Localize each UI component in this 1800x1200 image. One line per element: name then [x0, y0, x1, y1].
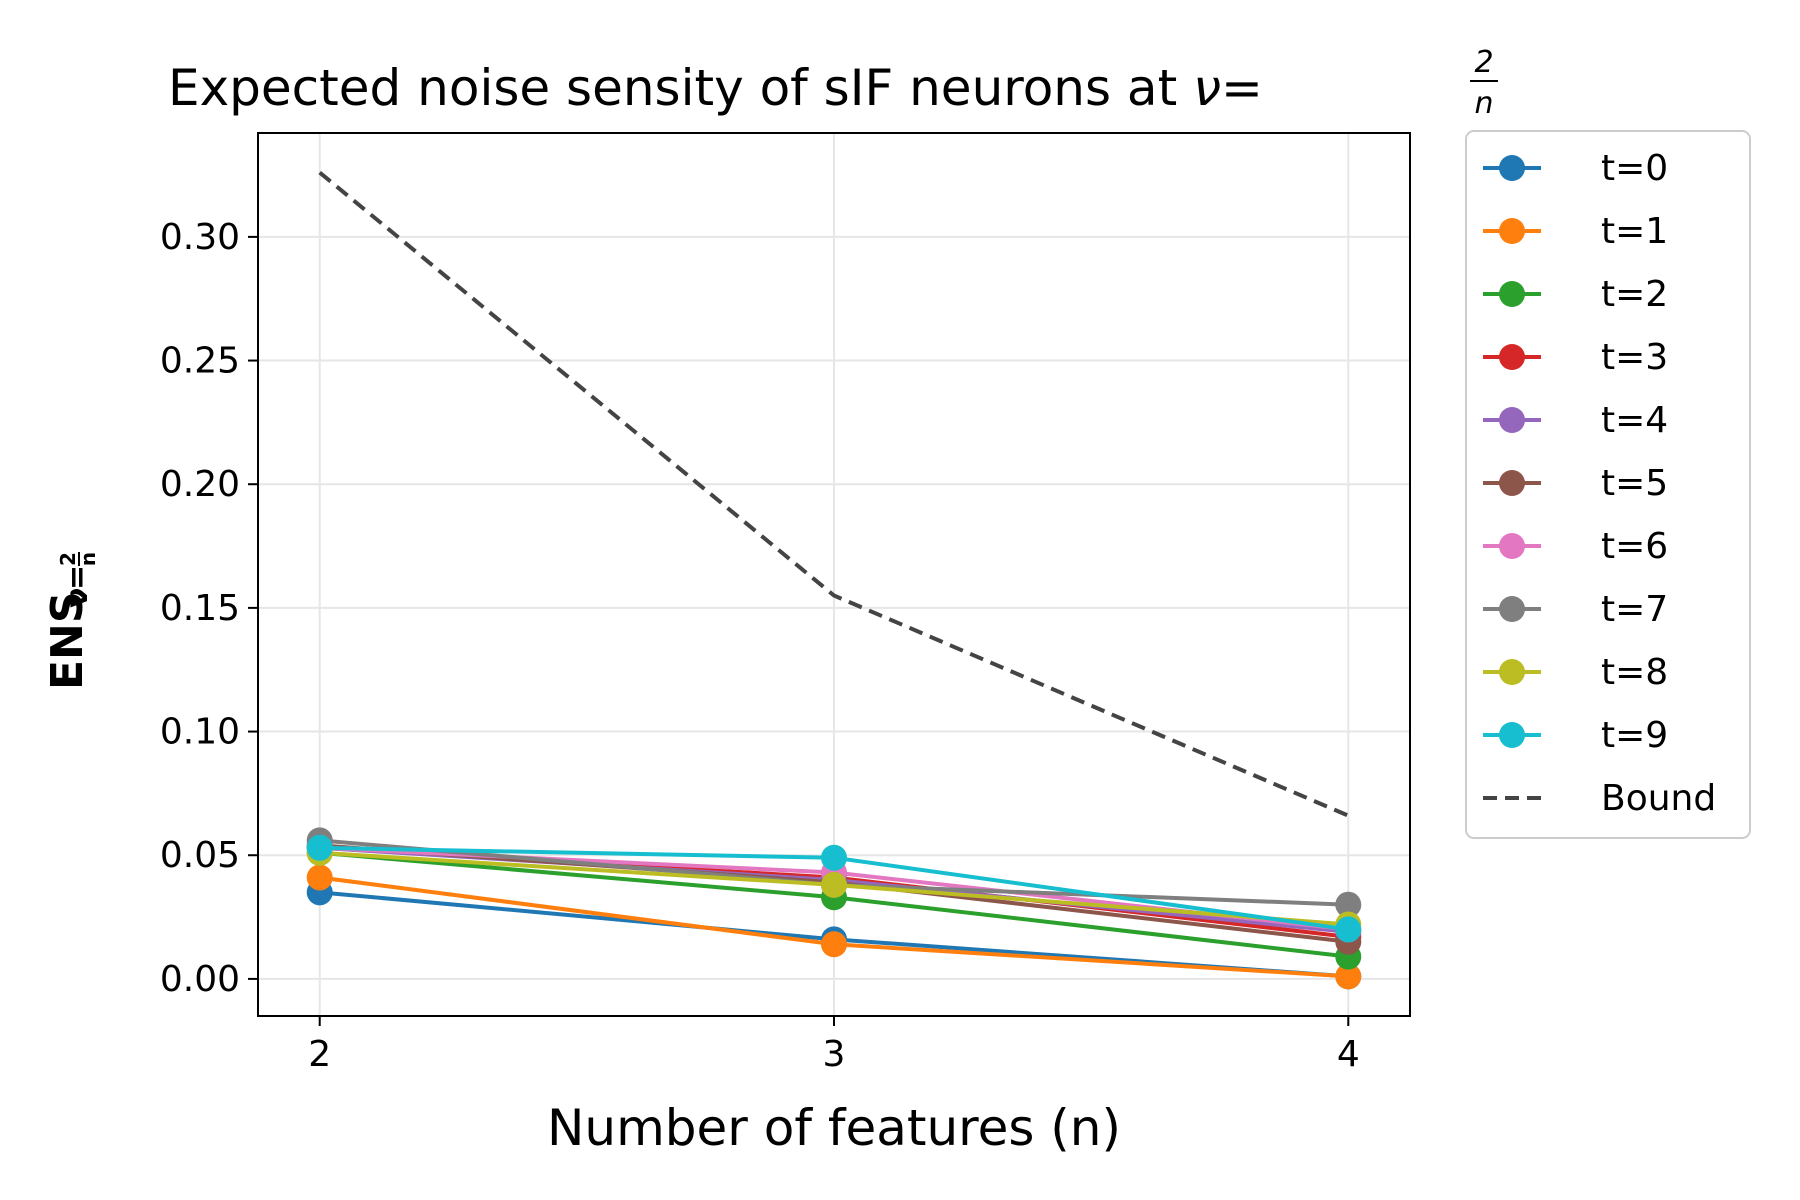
title-equals: =: [1221, 59, 1263, 117]
y-tick-label: 0.10: [160, 712, 240, 753]
data-point: [306, 864, 333, 891]
legend-label: t=9: [1601, 715, 1668, 756]
y-tick-label: 0.25: [160, 341, 240, 382]
x-axis-label: Number of features (n): [547, 1099, 1121, 1157]
series-t-9: [306, 834, 1362, 943]
data-point: [1335, 891, 1362, 918]
title-nu-symbol: ν: [1193, 59, 1221, 117]
legend-item-bound: Bound: [1483, 778, 1716, 819]
data-point: [821, 931, 847, 958]
title-fraction-denominator: n: [1474, 86, 1493, 121]
y-axis-label: ENS ν = 2 n: [42, 552, 100, 690]
legend-label: t=2: [1601, 274, 1668, 315]
legend-item: t=6: [1483, 526, 1668, 567]
legend-item: t=9: [1483, 715, 1668, 756]
x-tick-label: 3: [823, 1034, 846, 1075]
chart-title: Expected noise sensity of sIF neurons at…: [168, 59, 1263, 117]
legend-marker: [1499, 344, 1525, 370]
y-tick-label: 0.05: [160, 835, 240, 876]
data-point: [1335, 963, 1362, 990]
legend-label: t=0: [1601, 148, 1668, 189]
x-tick-label: 4: [1337, 1034, 1360, 1075]
y-axis-label-equals: =: [60, 565, 95, 590]
y-tick-label: 0.15: [160, 588, 240, 629]
y-tick-label: 0.00: [160, 959, 240, 1000]
title-fraction-numerator: 2: [1474, 45, 1493, 80]
legend-marker: [1499, 407, 1525, 433]
legend-label: t=3: [1601, 337, 1668, 378]
data-point: [1335, 916, 1362, 943]
legend-marker: [1499, 533, 1525, 559]
legend-marker: [1499, 470, 1525, 496]
legend-box: [1465, 130, 1751, 839]
legend-item: t=4: [1483, 400, 1668, 441]
legend-label: t=5: [1601, 463, 1668, 504]
y-axis-ticks: 0.00 0.05 0.10 0.15 0.20 0.25 0.30: [160, 217, 258, 1000]
legend-item: t=8: [1483, 652, 1668, 693]
legend-item: t=0: [1483, 148, 1668, 189]
legend-item: t=1: [1483, 211, 1668, 252]
legend-marker: [1499, 659, 1525, 685]
data-point: [306, 834, 333, 861]
x-tick-label: 2: [308, 1034, 331, 1075]
legend-label: t=7: [1601, 589, 1668, 630]
legend-marker: [1499, 155, 1525, 181]
legend-item: t=2: [1483, 274, 1668, 315]
y-axis-label-frac-num: 2: [56, 552, 80, 566]
y-tick-label: 0.30: [160, 217, 240, 258]
x-axis-ticks: 2 3 4: [308, 1016, 1360, 1075]
data-series: [306, 827, 1362, 990]
legend-marker: [1499, 218, 1525, 244]
bound-series: [318, 171, 1350, 818]
bound-line: [318, 171, 1350, 818]
legend-label: t=1: [1601, 211, 1668, 252]
legend-item: t=7: [1483, 589, 1668, 630]
data-point: [821, 871, 847, 898]
legend-label: t=8: [1601, 652, 1668, 693]
legend-marker: [1499, 596, 1525, 622]
y-tick-label: 0.20: [160, 464, 240, 505]
legend-item: t=3: [1483, 337, 1668, 378]
y-axis-label-frac-den: n: [76, 552, 100, 566]
legend-marker: [1499, 281, 1525, 307]
y-axis-label-main: ENS: [42, 591, 93, 690]
legend-label: t=6: [1601, 526, 1668, 567]
legend: t=0 t=1 t=2 t=3 t=4 t=5 t=6 t=7 t=8 t=9 Bound: [1465, 130, 1751, 839]
legend-label: t=4: [1601, 400, 1668, 441]
legend-marker: [1499, 722, 1525, 748]
legend-item: t=5: [1483, 463, 1668, 504]
series-t-1: [306, 864, 1362, 990]
legend-label: Bound: [1601, 778, 1716, 819]
data-point: [821, 844, 847, 871]
y-axis-label-nu: ν: [60, 588, 95, 608]
